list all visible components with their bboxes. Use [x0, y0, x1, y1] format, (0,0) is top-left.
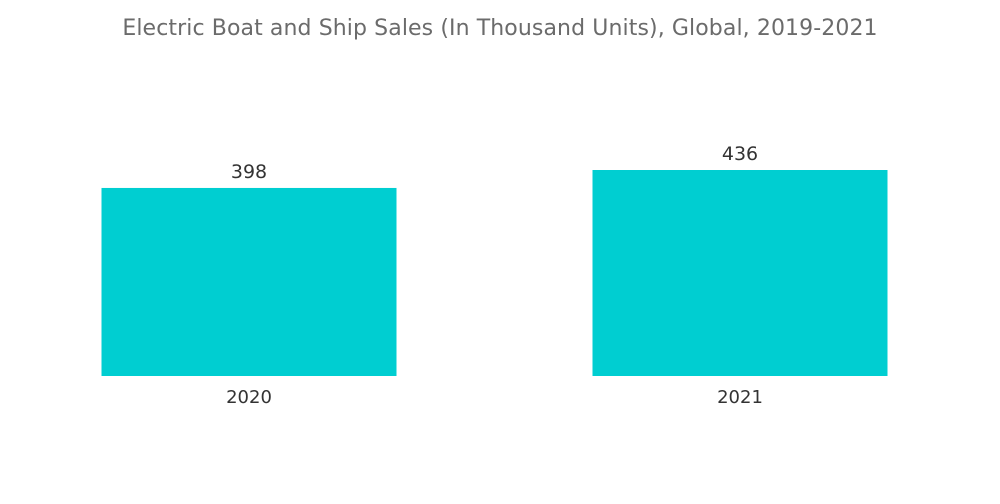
x-tick-label-2021: 2021 — [717, 387, 763, 408]
data-label-2020: 398 — [231, 161, 267, 183]
bar-2020 — [101, 187, 397, 376]
bar-2021 — [592, 170, 888, 376]
chart-title: Electric Boat and Ship Sales (In Thousan… — [122, 16, 878, 41]
data-label-2021: 436 — [722, 143, 758, 165]
x-tick-label-2020: 2020 — [226, 387, 272, 408]
